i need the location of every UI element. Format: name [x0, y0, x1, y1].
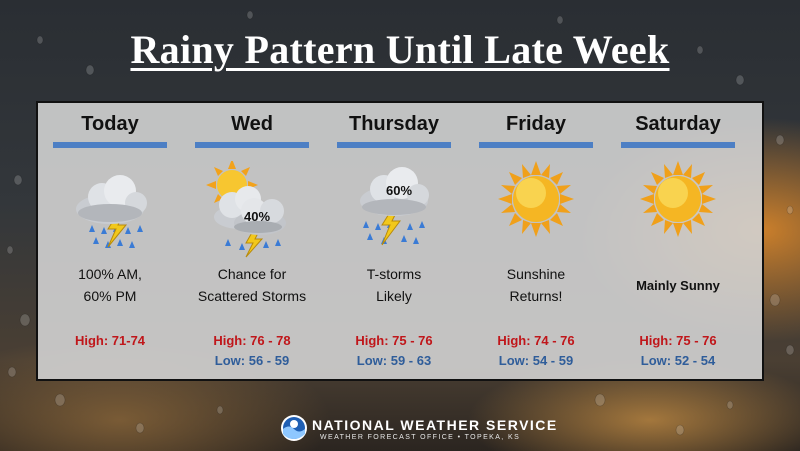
low-temp: Low: 52 - 54	[640, 353, 716, 368]
forecast-description: T-storms Likely	[320, 263, 468, 307]
rain-storm-cloud-icon	[76, 175, 147, 248]
low-temp: Low: 54 - 59	[498, 353, 574, 368]
day-name: Saturday	[635, 113, 721, 135]
day-name: Today	[81, 113, 139, 135]
description-line: Returns!	[509, 288, 563, 304]
forecast-day-today: Today 100% AM, 60% PM High: 71-74	[46, 103, 174, 379]
page-title: Rainy Pattern Until Late Week	[130, 27, 670, 72]
day-underline-bar	[53, 142, 167, 148]
forecast-day-thursday: Thursday 60% T-storms Likely High: 75 -	[330, 103, 458, 379]
forecast-day-friday: Friday Sunshine Returns!	[472, 103, 600, 379]
nws-office: WEATHER FORECAST OFFICE • TOPEKA, KS	[320, 434, 521, 441]
day-underline-bar	[337, 142, 451, 148]
precip-percent: 40%	[244, 209, 271, 224]
day-underline-bar	[621, 142, 735, 148]
precip-percent: 60%	[386, 183, 413, 198]
day-name: Friday	[505, 113, 567, 135]
high-temp: High: 76 - 78	[213, 333, 291, 348]
description-line: Mainly Sunny	[636, 278, 720, 293]
description-line: T-storms	[366, 266, 422, 282]
high-temp: High: 75 - 76	[355, 333, 433, 348]
day-underline-bar	[195, 142, 309, 148]
description-line: Sunshine	[506, 266, 566, 282]
forecast-panel: Today 100% AM, 60% PM High: 71-74	[36, 101, 764, 381]
description-line: 100% AM,	[78, 266, 142, 282]
forecast-day-saturday: Saturday Mainly Sunny High:	[614, 103, 742, 379]
high-temp: High: 71-74	[74, 333, 146, 348]
sun-icon	[640, 161, 716, 237]
forecast-description: Mainly Sunny	[604, 275, 752, 297]
forecast-description: Chance for Scattered Storms	[178, 263, 326, 307]
high-temp: High: 75 - 76	[639, 333, 717, 348]
description-line: Scattered Storms	[197, 288, 307, 304]
sun-icon	[498, 161, 574, 237]
sun-storm-cloud-icon	[206, 161, 286, 258]
rain-storm-cloud-icon	[360, 167, 429, 246]
description-line: Chance for	[217, 266, 287, 282]
forecast-description: Sunshine Returns!	[462, 263, 610, 307]
nws-footer: NATIONAL WEATHER SERVICE WEATHER FORECAS…	[280, 414, 556, 444]
high-temp: High: 74 - 76	[497, 333, 575, 348]
noaa-logo-icon	[281, 415, 307, 441]
nws-name: NATIONAL WEATHER SERVICE	[312, 417, 558, 433]
forecast-day-wed: Wed	[188, 103, 316, 379]
low-temp: Low: 56 - 59	[214, 353, 290, 368]
description-line: 60% PM	[83, 288, 137, 304]
description-line: Likely	[376, 288, 412, 304]
day-name: Thursday	[348, 113, 440, 135]
low-temp: Low: 59 - 63	[356, 353, 432, 368]
day-underline-bar	[479, 142, 593, 148]
forecast-description: 100% AM, 60% PM	[36, 263, 184, 307]
day-name: Wed	[231, 113, 273, 135]
